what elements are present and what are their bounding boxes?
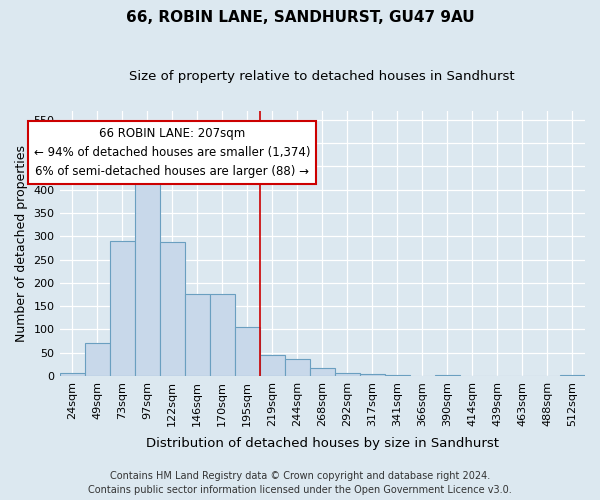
Text: Contains HM Land Registry data © Crown copyright and database right 2024.
Contai: Contains HM Land Registry data © Crown c…	[88, 471, 512, 495]
Bar	[110, 241, 134, 376]
Bar	[560, 375, 585, 376]
Bar	[260, 356, 285, 376]
Bar	[285, 358, 310, 376]
Bar	[209, 294, 235, 376]
Y-axis label: Number of detached properties: Number of detached properties	[15, 144, 28, 342]
Bar	[235, 327, 260, 376]
Bar	[85, 344, 110, 376]
X-axis label: Distribution of detached houses by size in Sandhurst: Distribution of detached houses by size …	[146, 437, 499, 450]
Bar	[360, 374, 385, 376]
Bar	[310, 368, 335, 376]
Bar	[335, 372, 360, 376]
Bar	[435, 375, 460, 376]
Text: 66 ROBIN LANE: 207sqm
← 94% of detached houses are smaller (1,374)
6% of semi-de: 66 ROBIN LANE: 207sqm ← 94% of detached …	[34, 127, 310, 178]
Bar	[160, 242, 185, 376]
Bar	[385, 374, 410, 376]
Text: 66, ROBIN LANE, SANDHURST, GU47 9AU: 66, ROBIN LANE, SANDHURST, GU47 9AU	[125, 10, 475, 25]
Bar	[185, 294, 209, 376]
Bar	[59, 372, 85, 376]
Title: Size of property relative to detached houses in Sandhurst: Size of property relative to detached ho…	[130, 70, 515, 83]
Bar	[134, 178, 160, 376]
